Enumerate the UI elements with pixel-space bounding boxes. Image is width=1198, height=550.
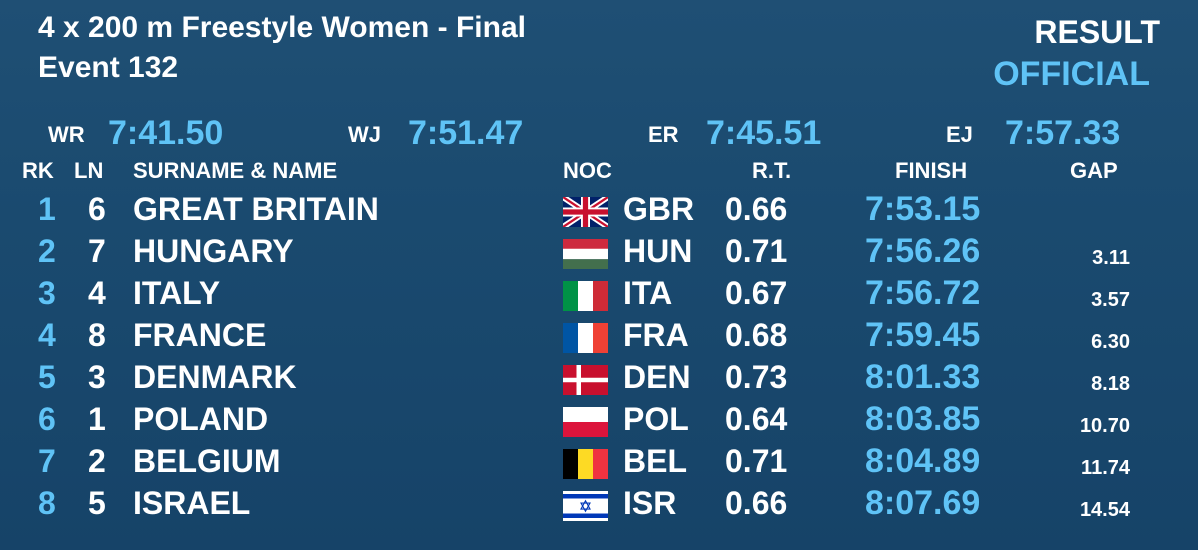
reaction-time: 0.64 — [725, 401, 788, 437]
reaction-time: 0.71 — [725, 233, 788, 269]
flag — [563, 407, 608, 437]
record-time: 7:45.51 — [706, 114, 822, 152]
flag — [563, 449, 608, 479]
rank: 7 — [38, 443, 56, 479]
noc: DEN — [623, 359, 691, 395]
event: Event 132 — [38, 51, 179, 84]
gap: 6.30 — [1091, 331, 1130, 353]
gap: 10.70 — [1079, 415, 1130, 437]
flag — [563, 281, 608, 311]
rank: 8 — [38, 485, 56, 521]
flag — [563, 491, 608, 521]
lane: 5 — [88, 485, 106, 521]
lane: 3 — [88, 359, 106, 395]
record-time: 7:51.47 — [408, 114, 524, 152]
reaction-time: 0.68 — [725, 317, 788, 353]
reaction-time: 0.67 — [725, 275, 788, 311]
gap: 14.54 — [1079, 499, 1130, 521]
record-label: WJ — [348, 122, 381, 147]
reaction-time: 0.71 — [725, 443, 788, 479]
team-name: ITALY — [133, 275, 221, 311]
lane: 2 — [88, 443, 106, 479]
team-name: BELGIUM — [133, 443, 281, 479]
record-time: 7:41.50 — [108, 114, 224, 152]
reaction-time: 0.66 — [725, 191, 788, 227]
rank: 5 — [38, 359, 56, 395]
noc: BEL — [623, 443, 687, 479]
record-label: EJ — [946, 122, 973, 147]
finish-time: 7:56.26 — [865, 232, 981, 270]
flag — [563, 323, 608, 353]
finish-time: 7:59.45 — [865, 316, 981, 354]
team-name: GREAT BRITAIN — [133, 191, 379, 227]
gap: 3.11 — [1092, 247, 1130, 269]
column-header: NOC — [563, 158, 612, 183]
column-header: RK — [22, 158, 54, 183]
rank: 1 — [38, 191, 56, 227]
noc: FRA — [623, 317, 689, 353]
finish-time: 7:53.15 — [865, 190, 981, 228]
record-label: ER — [648, 122, 679, 147]
flag — [563, 239, 608, 269]
noc: ITA — [623, 275, 673, 311]
lane: 1 — [88, 401, 106, 437]
result: RESULT — [1034, 14, 1160, 50]
team-name: FRANCE — [133, 317, 267, 353]
noc: HUN — [623, 233, 693, 269]
column-header: SURNAME & NAME — [133, 158, 338, 183]
rank: 2 — [38, 233, 56, 269]
team-name: ISRAEL — [133, 485, 251, 521]
team-name: POLAND — [133, 401, 269, 437]
column-header: FINISH — [895, 158, 968, 183]
noc: ISR — [623, 485, 677, 521]
rank: 6 — [38, 401, 56, 437]
record-label: WR — [48, 122, 85, 147]
team-name: HUNGARY — [133, 233, 294, 269]
column-header: GAP — [1070, 158, 1118, 183]
rank: 3 — [38, 275, 56, 311]
noc: GBR — [623, 191, 695, 227]
gap: 8.18 — [1091, 373, 1130, 395]
lane: 8 — [88, 317, 106, 353]
lane: 4 — [88, 275, 106, 311]
team-name: DENMARK — [133, 359, 297, 395]
flag — [563, 365, 608, 395]
reaction-time: 0.73 — [725, 359, 788, 395]
column-header: R.T. — [752, 158, 792, 183]
finish-time: 7:56.72 — [865, 274, 981, 312]
status: OFFICIAL — [993, 55, 1150, 93]
noc: POL — [623, 401, 689, 437]
flag — [563, 197, 608, 227]
rank: 4 — [38, 317, 56, 353]
finish-time: 8:04.89 — [865, 442, 981, 480]
gap: 11.74 — [1081, 457, 1130, 479]
gap: 3.57 — [1091, 289, 1130, 311]
title: 4 x 200 m Freestyle Women - Final — [38, 11, 526, 44]
lane: 6 — [88, 191, 106, 227]
finish-time: 8:03.85 — [865, 400, 981, 438]
column-header: LN — [74, 158, 104, 183]
reaction-time: 0.66 — [725, 485, 788, 521]
record-time: 7:57.33 — [1005, 114, 1121, 152]
finish-time: 8:07.69 — [865, 484, 981, 522]
finish-time: 8:01.33 — [865, 358, 981, 396]
lane: 7 — [88, 233, 106, 269]
